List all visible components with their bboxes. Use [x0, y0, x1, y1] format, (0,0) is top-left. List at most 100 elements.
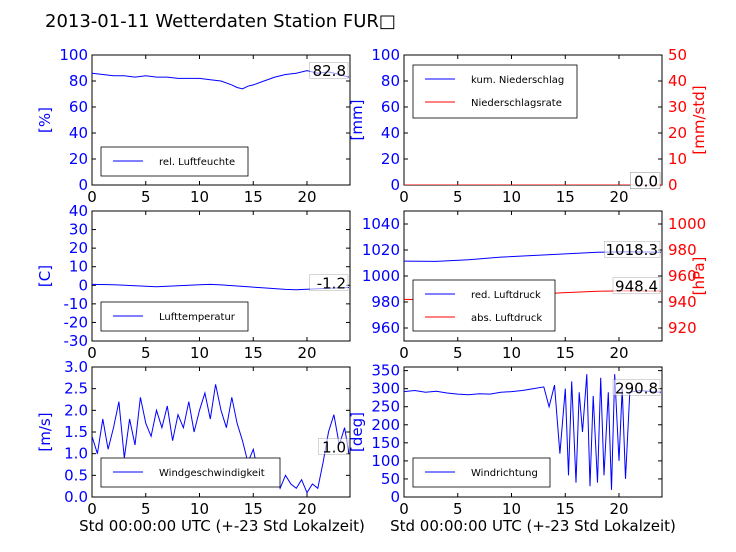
y2-tick-label: 920: [668, 319, 697, 337]
legend-entry: red. Luftdruck: [471, 290, 541, 301]
y-tick-label: 350: [371, 362, 400, 380]
y2-tick-label: 1000: [668, 215, 706, 233]
y-tick-label: -30: [64, 332, 89, 350]
y2-tick-label: 960: [668, 267, 697, 285]
y-axis-label: [%]: [36, 107, 54, 133]
x-tick-label: 0: [399, 188, 409, 206]
y-tick-label: 100: [371, 452, 400, 470]
y-axis-label: [m/s]: [36, 412, 54, 451]
y-tick-label: 0: [390, 488, 400, 506]
x-tick-label: 10: [190, 500, 209, 518]
x-tick-label: 15: [556, 344, 575, 362]
y-tick-label: 250: [371, 398, 400, 416]
y2-tick-label: 20: [668, 124, 687, 142]
legend-box: [412, 279, 556, 332]
x-tick-label: 5: [141, 188, 151, 206]
value-label: 290.8: [615, 379, 658, 397]
panel-precip: 0 5 10 15 20 0 20 40 60 80 100 0 10 20 30 40 50 [mm] [mm/s…: [348, 46, 708, 206]
plot-frame: [91, 54, 351, 186]
value-label-box: [612, 379, 661, 396]
x-tick-label: 15: [244, 188, 263, 206]
y-tick-label: 80: [69, 72, 88, 90]
y-tick-label: 40: [381, 124, 400, 142]
x-tick-label: 10: [502, 188, 521, 206]
x-tick-label: 5: [453, 188, 463, 206]
y2-tick-label: 50: [668, 46, 687, 64]
y-tick-label: 1.5: [64, 423, 88, 441]
y-tick-label: 2.5: [64, 380, 88, 398]
y-tick-label: 1000: [362, 267, 400, 285]
series-line-0: [92, 384, 350, 494]
x-tick-label: 5: [453, 344, 463, 362]
y-tick-label: 0.0: [64, 488, 88, 506]
legend-entry: Lufttemperatur: [159, 312, 236, 323]
x-tick-label: 5: [141, 344, 151, 362]
y-tick-label: 100: [371, 46, 400, 64]
y-tick-label: -20: [64, 313, 89, 331]
y-tick-label: 80: [381, 72, 400, 90]
y-tick-label: 100: [59, 46, 88, 64]
y-tick-label: 1020: [362, 241, 400, 259]
legend-entry: rel. Luftfeuchte: [159, 157, 235, 168]
value-label-box: [630, 172, 661, 189]
legend-box: [412, 64, 578, 119]
y-tick-label: 0: [78, 276, 88, 294]
y2-tick-label: 10: [668, 150, 687, 168]
y-tick-label: 50: [381, 470, 400, 488]
x-tick-label: 20: [609, 188, 628, 206]
x-tick-label: 15: [556, 500, 575, 518]
y2-axis-label: [hPa]: [690, 257, 708, 296]
x-tick-label: 20: [297, 188, 316, 206]
y-tick-label: 30: [69, 221, 88, 239]
series-line-0: [92, 283, 349, 291]
figure-title: 2013-01-11 Wetterdaten Station FUR□: [45, 11, 396, 32]
panel-pressure: 0 5 10 15 20 960 980 1000 1020 1040 920 940 960 980 10…: [362, 210, 708, 362]
y2-tick-label: 0: [668, 176, 678, 194]
value-label: 948.4: [615, 277, 658, 295]
y-tick-label: 1.0: [64, 445, 88, 463]
y2-axis-label: [mm/std]: [690, 85, 708, 154]
x-axis-label-right: Std 00:00:00 UTC (+-23 Std Lokalzeit): [390, 517, 676, 535]
x-tick-label: 5: [453, 500, 463, 518]
series-line-0: [404, 374, 661, 490]
y-tick-label: 20: [69, 150, 88, 168]
y-tick-label: 60: [381, 98, 400, 116]
series-line-0: [92, 70, 350, 90]
x-tick-label: 20: [297, 500, 316, 518]
value-label-box: [309, 62, 349, 79]
y-axis-label: [C]: [36, 265, 54, 287]
value-label-box: [604, 241, 661, 258]
y-tick-label: -10: [64, 295, 89, 313]
value-label: -1.2: [317, 275, 346, 293]
y-tick-label: 0: [390, 176, 400, 194]
x-tick-label: 20: [609, 500, 628, 518]
x-axis-label-left: Std 00:00:00 UTC (+-23 Std Lokalzeit): [79, 517, 365, 535]
y-tick-label: 40: [69, 124, 88, 142]
x-tick-label: 5: [141, 500, 151, 518]
x-tick-label: 20: [297, 344, 316, 362]
legend-entry: Niederschlagsrate: [471, 98, 562, 109]
x-tick-label: 0: [399, 500, 409, 518]
x-tick-label: 0: [87, 188, 97, 206]
y2-tick-label: 40: [668, 72, 687, 90]
legend-entry: kum. Niederschlag: [471, 75, 564, 86]
y-tick-label: 60: [69, 98, 88, 116]
x-tick-label: 10: [502, 500, 521, 518]
y-tick-label: 0.5: [64, 466, 88, 484]
y-tick-label: 20: [69, 239, 88, 257]
y-axis-label: [deg]: [348, 412, 366, 452]
y-axis-label: [mm]: [348, 100, 366, 141]
y-tick-label: 0: [78, 176, 88, 194]
x-tick-label: 10: [190, 344, 209, 362]
y-tick-label: 300: [371, 380, 400, 398]
value-label: 82.8: [313, 62, 346, 80]
y2-tick-label: 30: [668, 98, 687, 116]
legend-entry: Windgeschwindigkeit: [159, 468, 265, 479]
value-label-box: [318, 438, 349, 455]
plot-frame: [91, 210, 351, 342]
panel-humidity: 0 5 10 15 20 0 20 40 60 80 100 [%] rel. Luftfeuchte 8…: [36, 46, 351, 206]
y-tick-label: 10: [69, 258, 88, 276]
x-tick-label: 0: [87, 500, 97, 518]
y2-tick-label: 980: [668, 241, 697, 259]
